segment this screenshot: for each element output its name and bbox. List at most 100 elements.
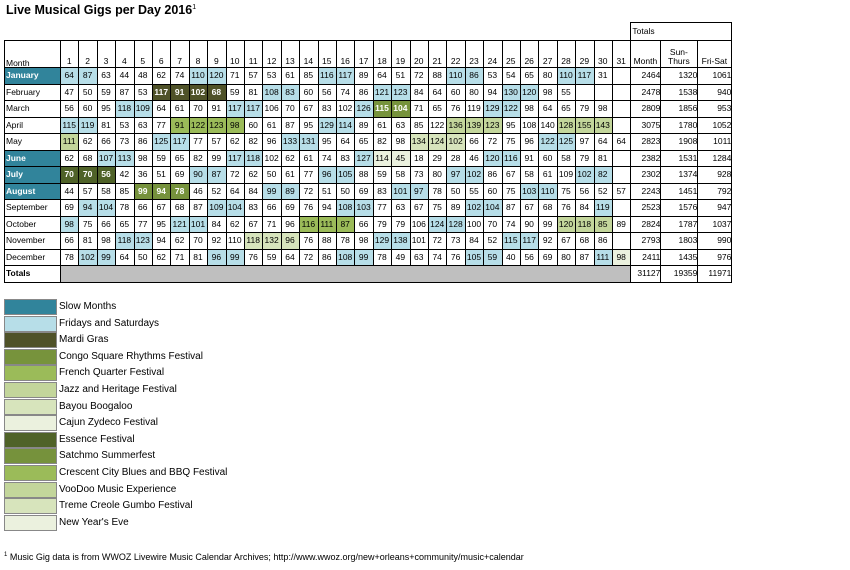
row-total-3: 947 [717,202,732,212]
gig-cell: 123 [133,232,152,249]
row-total-3: 792 [717,185,732,196]
gig-cell: 128 [556,116,576,133]
gig-cell: 50 [340,185,350,196]
gig-cell: 60 [303,86,314,97]
gig-cell: 104 [391,100,410,117]
gig-cell: 103 [354,199,373,216]
legend-item-vd: VooDoo Music Experience [4,481,244,499]
gig-cell: 98 [598,103,608,113]
gig-cell: 155 [575,116,594,133]
day-column-line [262,40,264,265]
gig-cell: 122 [430,119,445,130]
row-total-1: 2793 [641,235,661,245]
legend-swatch [4,348,57,365]
gig-cell: 121 [170,215,189,232]
gig-cell: 56 [579,185,590,196]
gig-cell: 46 [193,185,203,196]
gig-cell: 64 [156,103,166,113]
gig-cell: 74 [322,152,332,163]
legend-label: Slow Months [59,301,117,312]
legend-item-jh: Jazz and Heritage Festival [4,382,244,399]
gig-cell: 61 [285,169,295,179]
gig-cell: 111 [317,215,336,232]
gig-cell: 68 [174,202,185,212]
gig-cell: 87 [285,119,295,130]
gig-cell: 52 [487,235,498,245]
day-column-line [464,40,466,265]
gig-cell: 66 [138,202,148,212]
day-column-line [428,40,429,265]
gig-cell: 102 [446,133,465,150]
day-header-23: 23 [469,55,479,66]
day-column-line [391,40,393,265]
gig-cell: 114 [372,149,392,166]
legend-swatch [4,365,57,382]
gig-cell: 98 [524,103,534,113]
gig-cell: 118 [115,100,134,117]
gig-cell: 73 [119,136,130,146]
gig-cell: 125 [556,133,576,150]
gig-cell: 66 [64,235,74,245]
gig-cell: 94 [152,182,171,199]
legend-item-tc: Treme Creole Gumbo Festival [4,498,244,515]
row-total-1: 2464 [641,70,661,80]
gig-cell: 84 [579,202,590,212]
gig-cell: 109 [207,199,226,216]
gig-cell: 91 [211,103,222,113]
gig-cell: 79 [579,152,590,163]
row-total-3: 928 [717,169,732,179]
totals-group-top-line [630,22,732,23]
gig-cell: 72 [414,70,424,80]
gig-cell: 76 [450,251,461,262]
gig-cell: 62 [230,136,240,146]
row-total-1: 2302 [641,169,661,179]
gig-cell: 60 [248,119,258,130]
gig-cell: 64 [542,103,553,113]
gig-cell: 105 [336,166,355,183]
gig-cell: 44 [64,185,74,196]
gig-cell: 107 [96,149,116,166]
gig-cell: 53 [487,70,498,80]
row-total-2: 1576 [678,202,698,212]
day-header-10: 10 [230,55,240,66]
gig-cell: 83 [322,103,332,113]
gig-cell: 53 [119,119,130,130]
day-header-21: 21 [432,55,442,66]
gig-cell: 117 [244,100,263,117]
gig-cell: 140 [540,119,555,130]
row-total-1: 2523 [641,202,661,212]
gig-cell: 78 [119,202,130,212]
gig-cell: 63 [414,251,424,262]
label-divider [60,40,61,282]
gig-cell: 102 [464,166,484,183]
gig-cell: 65 [524,70,534,80]
header-top-line [4,40,732,41]
gig-cell: 115 [60,116,79,133]
gig-cell: 119 [78,116,97,133]
row-total-3: 1052 [712,119,732,130]
gig-cell: 76 [303,202,314,212]
row-total-2: 1531 [678,152,698,163]
row-gridline [4,199,732,200]
gig-cell: 61 [266,119,277,130]
row-total-1: 2411 [642,251,661,262]
day-header-22: 22 [450,55,461,66]
gig-cell: 83 [340,152,350,163]
gig-cell: 94 [322,202,332,212]
row-total-2: 1856 [678,103,698,113]
gig-cell: 62 [248,169,258,179]
row-total-2: 1538 [678,86,698,97]
gig-cell: 75 [82,218,93,229]
gig-cell: 64 [285,251,295,262]
gig-cell: 90 [524,218,534,229]
gig-cell: 67 [248,218,258,229]
day-header-31: 31 [616,55,626,66]
gig-cell: 86 [464,67,484,84]
row-total-3: 976 [717,251,732,262]
gig-cell: 66 [266,202,277,212]
row-total-2: 1780 [678,119,698,130]
row-total-3: 1061 [712,70,732,80]
legend-swatch [4,332,57,349]
legend-swatch [4,481,57,498]
legend-item-mg: Mardi Gras [4,332,244,349]
